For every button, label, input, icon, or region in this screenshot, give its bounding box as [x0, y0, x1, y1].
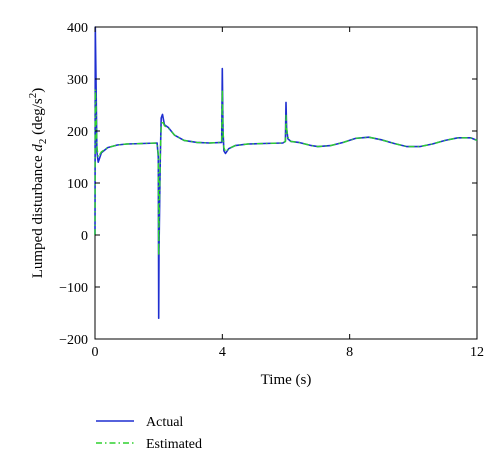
y-tick-label: 100: [67, 177, 88, 192]
tick-layer: 0 4 8 12 −200 −100 0 100 200 300 400: [59, 21, 484, 360]
legend: Actual Estimated: [96, 415, 202, 452]
legend-estimated-label: Estimated: [146, 437, 202, 452]
series-line-actual: [94, 26, 478, 320]
plot-frame: [94, 26, 478, 340]
y-tick-label: −200: [59, 333, 88, 348]
y-axis-label-unit-close: ): [30, 88, 46, 93]
y-axis-label-unit-open: (deg/s: [30, 98, 46, 139]
x-axis-label: Time (s): [261, 372, 312, 388]
x-tick-label: 8: [346, 345, 353, 360]
y-axis-label-prefix: Lumped disturbance: [30, 152, 46, 279]
y-axis-label-var: d: [30, 144, 46, 152]
series-line-estimated: [94, 88, 478, 257]
y-tick-label: 200: [67, 125, 88, 140]
y-tick-label: 400: [67, 21, 88, 36]
x-tick-label: 12: [470, 345, 484, 360]
legend-actual-label: Actual: [146, 415, 183, 430]
y-axis-label-sup: 2: [27, 93, 39, 99]
y-tick-label: 300: [67, 73, 88, 88]
y-tick-label: −100: [59, 281, 88, 296]
y-tick-label: 0: [81, 229, 88, 244]
series-layer: [94, 26, 478, 320]
x-tick-label: 4: [219, 345, 226, 360]
y-axis-label: Lumped disturbance d2 (deg/s2): [27, 88, 49, 279]
x-tick-label: 0: [92, 345, 99, 360]
y-axis-label-sub: 2: [37, 139, 49, 145]
